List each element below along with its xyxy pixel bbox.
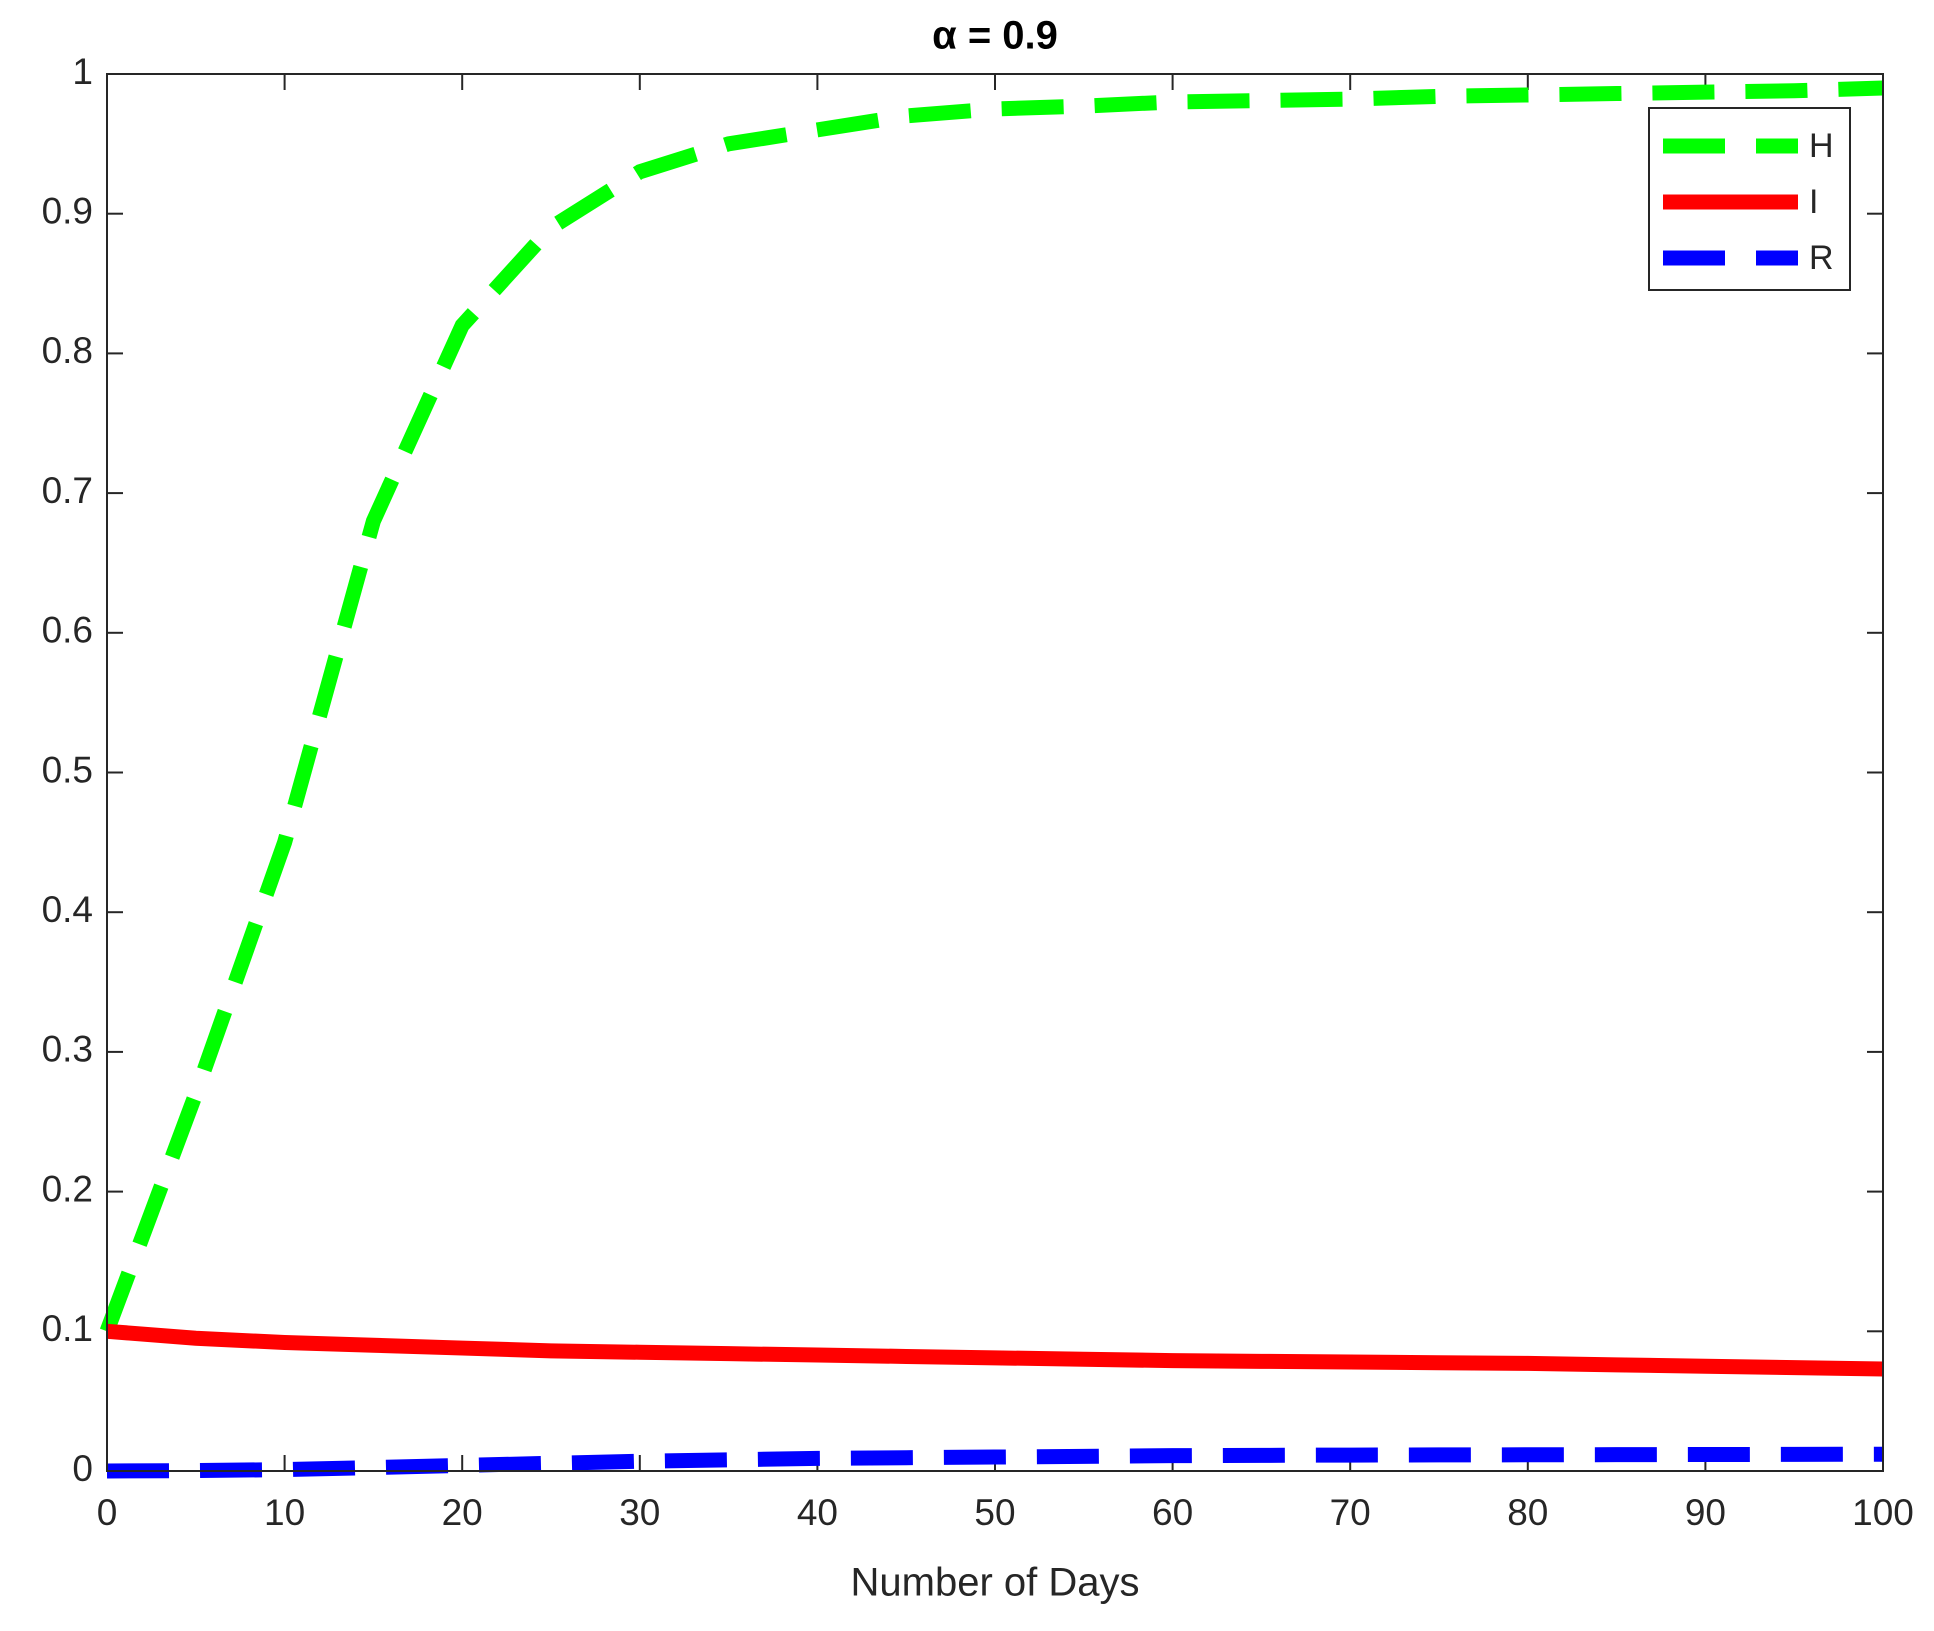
x-tick-label: 50: [974, 1492, 1015, 1533]
y-tick-label: 0: [72, 1448, 93, 1489]
y-tick-label: 0.5: [42, 749, 93, 790]
x-tick-label: 0: [97, 1492, 118, 1533]
y-tick-label: 0.9: [42, 190, 93, 231]
x-tick-label: 30: [619, 1492, 660, 1533]
legend-label: R: [1809, 239, 1834, 277]
x-tick-label: 60: [1152, 1492, 1193, 1533]
x-tick-label: 20: [442, 1492, 483, 1533]
x-axis-label: Number of Days: [851, 1561, 1140, 1605]
x-tick-label: 40: [797, 1492, 838, 1533]
y-tick-label: 0.1: [42, 1308, 93, 1349]
x-tick-label: 100: [1852, 1492, 1914, 1533]
series-line: [106, 1323, 1884, 1377]
plot-frame: [106, 73, 1884, 1472]
chart-title: α = 0.9: [932, 14, 1058, 58]
y-tick-label: 0.6: [42, 610, 93, 651]
y-tick-label: 0.4: [42, 889, 93, 930]
x-tick-label: 90: [1685, 1492, 1726, 1533]
legend-label: I: [1809, 183, 1818, 221]
series-line: [106, 1446, 1884, 1479]
x-tick-label: 80: [1507, 1492, 1548, 1533]
x-tick-label: 10: [264, 1492, 305, 1533]
y-tick-label: 0.2: [42, 1168, 93, 1209]
y-tick-label: 0.8: [42, 330, 93, 371]
x-tick-label: 70: [1330, 1492, 1371, 1533]
legend-label: H: [1809, 127, 1834, 165]
y-tick-label: 0.7: [42, 470, 93, 511]
y-tick-label: 0.3: [42, 1029, 93, 1070]
series-line: [99, 80, 1884, 1334]
y-tick-label: 1: [72, 51, 93, 92]
